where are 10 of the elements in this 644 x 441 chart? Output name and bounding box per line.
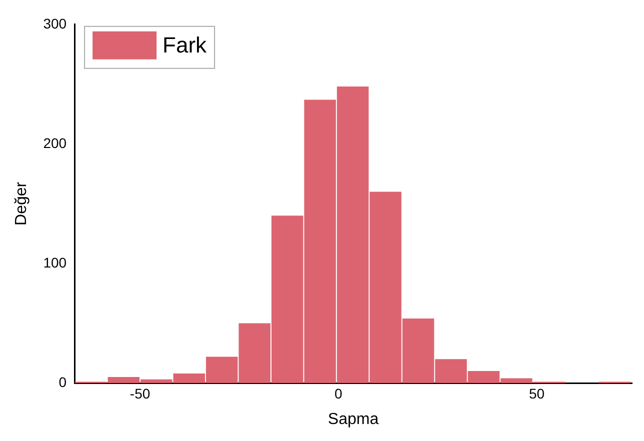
y-tick-label: 300 [43,15,67,32]
x-tick-label: -50 [130,385,150,402]
y-axis-title: Değer [13,181,30,226]
legend-label: Fark [162,32,208,58]
x-tick-label: 0 [334,385,342,402]
y-tick-label: 100 [43,254,67,270]
x-axis-title: Sapma [328,410,379,428]
y-tick-label: 0 [58,374,67,390]
y-tick-label: 200 [43,134,67,151]
x-tick-label: 50 [528,385,545,402]
